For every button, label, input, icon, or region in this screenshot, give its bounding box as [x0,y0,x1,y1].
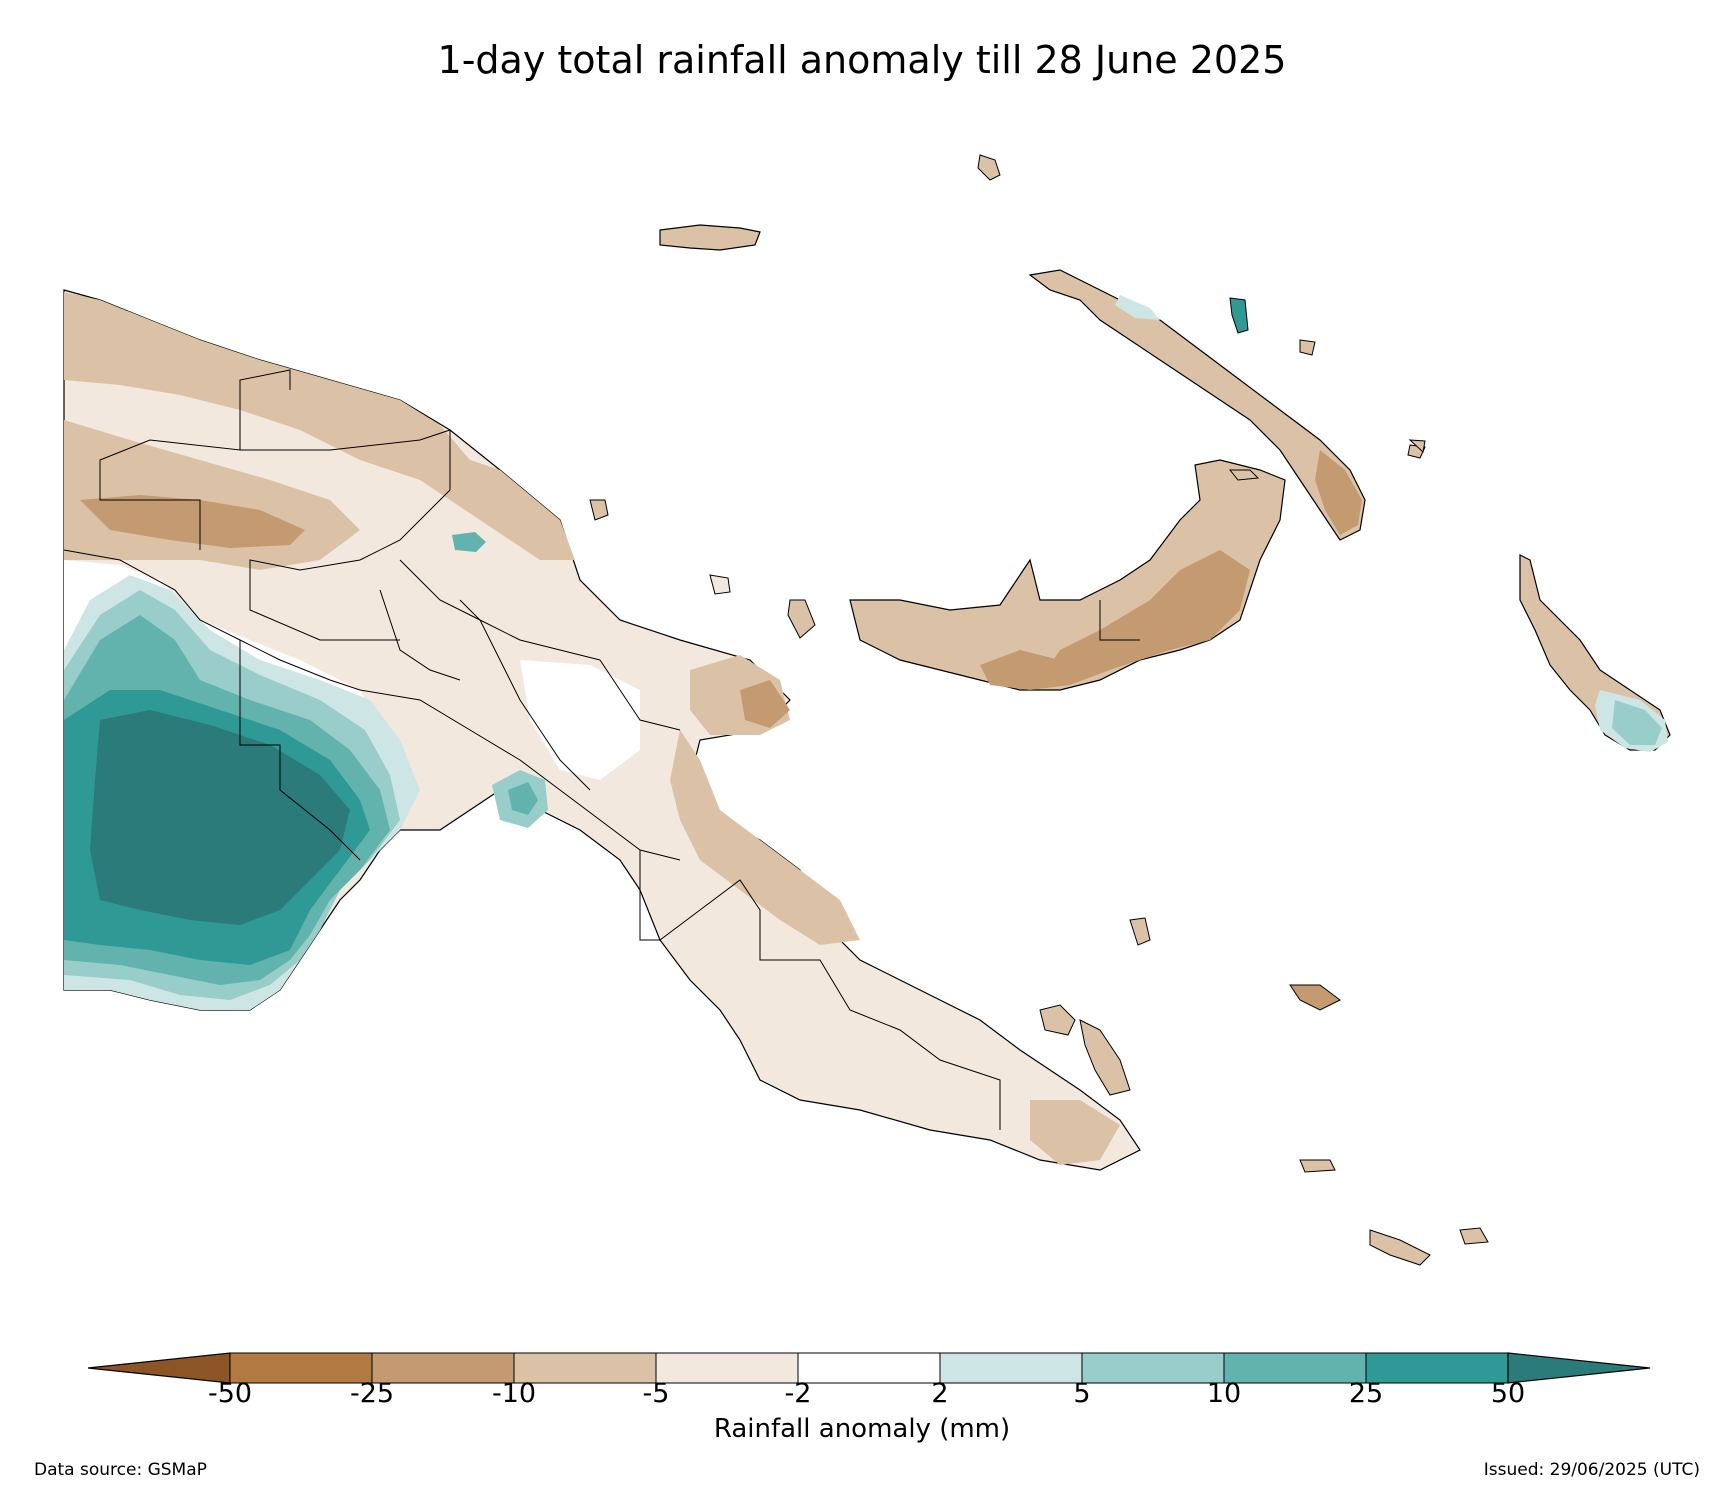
new-ireland-base [1028,269,1366,541]
colorbar-tick: -2 [784,1378,812,1409]
data-source-note: Data source: GSMaP [34,1460,207,1480]
manus [659,224,761,251]
colorbar-seg-5 [797,1352,941,1384]
colorbar-tick: -5 [642,1378,670,1409]
colorbar-tick: 25 [1348,1378,1384,1409]
sandaun-teal-spot [452,532,486,552]
colorbar-label: Rainfall anomaly (mm) [713,1414,1011,1444]
map-title: 1-day total rainfall anomaly till 28 Jun… [437,38,1287,82]
new-britain-dark [1040,550,1250,685]
colorbar-tick: 10 [1206,1378,1242,1409]
milne-bay-brown [1030,1100,1120,1165]
colorbar [87,1352,1651,1384]
new-ireland-teal [1115,295,1160,320]
colorbar-tick: -10 [491,1378,537,1409]
new-britain-dark-west [980,650,1070,690]
colorbar-seg-7 [1081,1352,1225,1384]
enga-teal-core [508,782,538,815]
new-britain [849,459,1286,691]
colorbar-tick: 2 [931,1378,949,1409]
bougainville [1519,554,1671,752]
madang-brown-dark [740,680,790,728]
colorbar-seg-4 [655,1352,799,1384]
province-boundaries [63,369,1001,1130]
colorbar-tick: -50 [207,1378,253,1409]
colorbar-tick: 5 [1073,1378,1091,1409]
small-islands [589,154,1489,1266]
colorbar-seg-2 [371,1352,515,1384]
colorbar-seg-1 [229,1352,373,1384]
issued-date-note: Issued: 29/06/2025 (UTC) [1483,1460,1700,1480]
colorbar-seg-6 [939,1352,1083,1384]
colorbar-extend-high [1507,1352,1651,1384]
colorbar-tick: -25 [349,1378,395,1409]
colorbar-seg-8 [1223,1352,1367,1384]
highlands-white-patch [520,660,640,780]
colorbar-tick: 50 [1490,1378,1526,1409]
western-teal-darkest [90,710,350,925]
bougainville-teal-medium [1612,700,1662,745]
morobe-brown [670,730,860,945]
mainland [63,289,1141,1171]
colorbar-seg-9 [1365,1352,1509,1384]
new-ireland-dark [1315,450,1362,535]
west-brown-dark [80,495,305,548]
new-ireland [1028,269,1366,541]
